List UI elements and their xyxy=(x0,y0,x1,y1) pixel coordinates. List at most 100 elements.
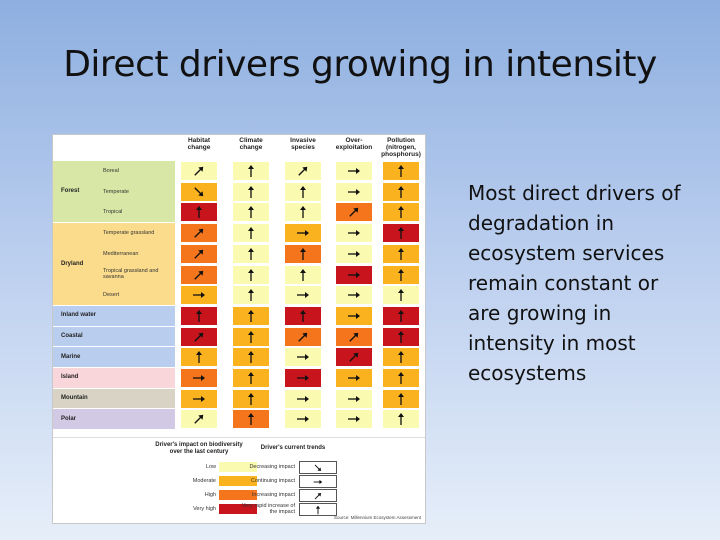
impact-cell xyxy=(383,224,419,243)
trend-arrow-icon xyxy=(193,395,205,402)
trend-legend-box xyxy=(299,489,337,502)
impact-cell xyxy=(181,203,217,222)
impact-cell xyxy=(383,389,419,408)
trend-arrow-icon xyxy=(398,227,404,240)
impact-cell xyxy=(285,410,321,429)
trend-arrow-icon xyxy=(348,250,360,257)
ecosystem-label: Polar xyxy=(61,415,77,422)
impact-legend-label: High xyxy=(204,492,216,498)
impact-cell xyxy=(181,306,217,325)
body-line: degradation in xyxy=(468,211,615,235)
impact-cell xyxy=(383,410,419,429)
ecosystem-label: Dryland xyxy=(61,260,84,267)
impact-cell xyxy=(336,410,372,429)
impact-cell xyxy=(383,162,419,180)
impact-cell xyxy=(336,224,372,243)
impact-cell xyxy=(285,265,321,284)
trend-arrow-icon xyxy=(194,186,204,196)
impact-cell xyxy=(181,369,217,387)
trend-arrow-icon xyxy=(300,206,306,219)
trend-arrow-icon xyxy=(348,168,360,174)
sub-ecosystem-label: Temperate grassland xyxy=(103,230,155,237)
impact-cell xyxy=(233,348,269,367)
trend-arrow-icon xyxy=(398,289,404,302)
impact-cell xyxy=(181,348,217,367)
sub-ecosystem-label: Mediterranean xyxy=(103,250,139,257)
impact-cell xyxy=(233,162,269,180)
trend-legend-label: Increasing impact xyxy=(251,492,295,498)
trend-arrow-icon xyxy=(398,206,404,219)
impact-cell xyxy=(233,265,269,284)
trend-arrow-icon xyxy=(194,270,204,280)
impact-cell xyxy=(336,369,372,387)
column-header: Habitat change xyxy=(187,137,211,151)
ecosystem-label: Marine xyxy=(61,353,81,360)
ecosystem-band xyxy=(53,347,175,367)
trend-arrow-icon xyxy=(398,268,404,281)
trend-arrow-icon xyxy=(248,413,254,426)
trend-arrow-icon xyxy=(297,375,309,381)
column-header: Climate change xyxy=(239,137,263,151)
trend-arrow-icon xyxy=(194,166,204,176)
impact-cell xyxy=(336,182,372,201)
body-line: Most direct drivers of xyxy=(468,181,681,205)
impact-cell xyxy=(181,265,217,284)
impact-cell xyxy=(383,244,419,263)
trend-arrow-icon xyxy=(194,228,204,238)
impact-cell xyxy=(383,327,419,346)
trend-arrow-icon xyxy=(300,247,306,260)
sub-ecosystem-label: Tropical grassland and savanna xyxy=(103,267,159,280)
impact-cell xyxy=(233,203,269,222)
trend-arrow-icon xyxy=(248,206,254,219)
trend-legend-box xyxy=(299,461,337,474)
trend-arrow-icon xyxy=(248,289,254,302)
trend-legend-label: Continuing impact xyxy=(250,478,295,484)
trend-arrow-icon xyxy=(194,332,204,342)
ecosystem-band xyxy=(53,388,175,409)
trend-arrow-icon xyxy=(194,415,204,425)
impact-cell xyxy=(285,162,321,180)
trend-arrow-icon xyxy=(300,185,306,198)
trend-arrow-icon xyxy=(315,505,321,514)
trend-arrow-icon xyxy=(193,292,205,299)
impact-legend-label: Very high xyxy=(193,506,216,512)
impact-cell xyxy=(285,327,321,346)
impact-cell xyxy=(285,224,321,243)
impact-cell xyxy=(383,286,419,305)
impact-cell xyxy=(383,306,419,325)
trend-arrow-icon xyxy=(398,413,404,426)
trend-arrow-icon xyxy=(297,416,309,423)
impact-cell xyxy=(336,286,372,305)
impact-cell xyxy=(233,410,269,429)
trend-arrow-icon xyxy=(398,165,404,177)
ecosystem-band xyxy=(53,223,175,305)
impact-cell xyxy=(285,306,321,325)
legend-divider xyxy=(53,437,425,438)
impact-cell xyxy=(181,182,217,201)
body-line: ecosystems xyxy=(468,361,587,385)
trend-arrow-icon xyxy=(248,247,254,260)
impact-cell xyxy=(336,389,372,408)
column-header: Over-exploitation xyxy=(335,137,373,151)
ecosystem-label: Mountain xyxy=(61,395,88,402)
impact-cell xyxy=(383,203,419,222)
impact-legend-swatch xyxy=(219,490,257,500)
trend-arrow-icon xyxy=(398,372,404,384)
trend-arrow-icon xyxy=(248,309,254,322)
trend-arrow-icon xyxy=(297,395,309,402)
trend-arrow-icon xyxy=(398,351,404,364)
trend-arrow-icon xyxy=(298,166,308,176)
trend-arrow-icon xyxy=(398,309,404,322)
trend-arrow-icon xyxy=(398,185,404,198)
trend-arrow-icon xyxy=(298,332,308,342)
trend-arrow-icon xyxy=(349,332,359,342)
ecosystem-label: Forest xyxy=(61,188,80,195)
impact-legend-label: Moderate xyxy=(192,478,216,484)
ecosystem-band xyxy=(53,409,175,430)
trend-arrow-icon xyxy=(300,268,306,281)
impact-cell xyxy=(181,244,217,263)
column-header: Pollution (nitrogen, phosphorus) xyxy=(381,137,421,158)
trend-arrow-icon xyxy=(314,464,322,471)
impact-cell xyxy=(181,162,217,180)
impact-cell xyxy=(336,348,372,367)
